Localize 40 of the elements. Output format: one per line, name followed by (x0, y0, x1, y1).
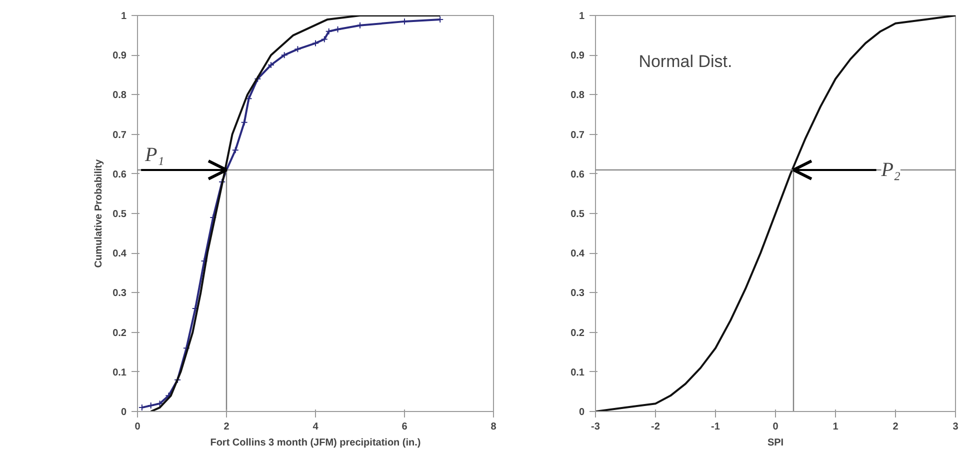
y-tick-label: 0.5 (570, 209, 585, 220)
x-tick-label: -2 (651, 422, 660, 432)
y-tick-label: 1 (120, 11, 127, 22)
y-tick-label: 1 (578, 11, 585, 22)
annotation: P₂ (880, 158, 901, 181)
y-tick-label: 0 (578, 407, 585, 418)
y-tick-label: 0.1 (570, 367, 585, 378)
annotation: P₁ (144, 144, 164, 166)
x-tick-label: 4 (312, 422, 319, 432)
annotation: Normal Dist. (638, 52, 732, 71)
y-tick-label: 0.6 (570, 169, 585, 180)
x-tick-label: 2 (892, 422, 899, 432)
x-tick-label: 3 (952, 422, 959, 432)
y-tick-label: 0.9 (112, 50, 127, 62)
y-tick-label: 0.6 (112, 169, 127, 180)
y-tick-label: 0.4 (112, 248, 127, 260)
y-tick-label: 0.3 (112, 288, 127, 300)
y-tick-label: 0.3 (570, 288, 585, 300)
y-tick-label: 0.2 (112, 328, 127, 339)
x-tick-label: -1 (711, 422, 720, 432)
y-tick-label: 0.2 (570, 328, 585, 339)
y-axis-title: Cumulative Probability (94, 158, 105, 268)
x-tick-label: 2 (224, 422, 230, 432)
y-tick-label: 0.8 (112, 90, 127, 102)
x-tick-label: 0 (772, 422, 779, 432)
y-tick-label: 0.9 (570, 50, 585, 62)
x-tick-label: -3 (591, 422, 600, 432)
x-tick-label: 6 (402, 422, 408, 432)
y-tick-label: 0.7 (570, 130, 585, 141)
x-tick-label: 8 (490, 422, 497, 432)
y-tick-label: 0 (120, 407, 127, 418)
y-tick-label: 0.4 (570, 248, 585, 260)
x-tick-label: 0 (134, 422, 141, 432)
x-tick-label: 1 (832, 422, 839, 432)
y-tick-label: 0.1 (112, 367, 127, 378)
x-axis-title: Fort Collins 3 month (JFM) precipitation (in.) (210, 438, 421, 448)
y-tick-label: 0.7 (112, 130, 127, 141)
x-axis-title: SPI (767, 438, 784, 448)
y-tick-label: 0.8 (570, 90, 585, 102)
y-tick-label: 0.5 (112, 209, 127, 220)
